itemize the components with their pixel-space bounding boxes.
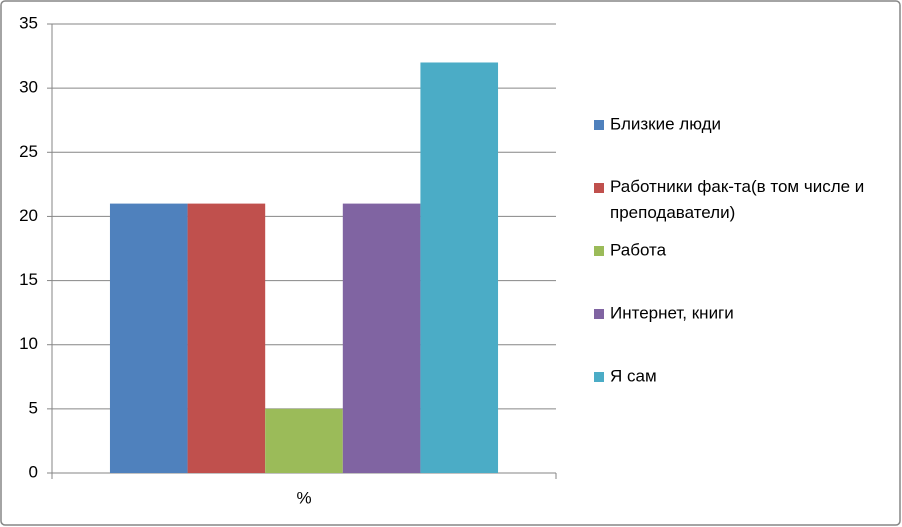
legend-swatch — [594, 372, 604, 382]
bar — [265, 408, 343, 473]
legend-label: Близкие люди — [610, 114, 721, 133]
legend-line: Работники фак-та(в том числе и — [610, 177, 864, 196]
y-tick-label: 0 — [29, 462, 38, 481]
legend-label: Я сам — [610, 366, 657, 385]
y-tick-label: 30 — [19, 78, 38, 97]
legend-label: Работа — [610, 240, 667, 259]
legend-swatch — [594, 246, 604, 256]
bar — [342, 203, 421, 473]
y-tick-label: 15 — [19, 270, 38, 289]
legend-swatch — [594, 183, 604, 193]
bar — [187, 203, 266, 473]
legend-label: Работники фак-та(в том числе и преподават… — [610, 177, 864, 222]
y-tick-label: 25 — [19, 142, 38, 161]
legend-label: Интернет, книги — [610, 303, 734, 322]
legend-swatch — [594, 120, 604, 130]
y-tick-label: 10 — [19, 334, 38, 353]
legend-swatch — [594, 309, 604, 319]
y-tick-label: 5 — [29, 398, 38, 417]
bar — [109, 203, 188, 473]
y-tick-label: 20 — [19, 206, 38, 225]
x-tick-label: % — [296, 488, 311, 507]
legend-line: преподаватели) — [610, 203, 735, 222]
y-tick-label: 35 — [19, 13, 38, 32]
bar — [420, 62, 499, 473]
